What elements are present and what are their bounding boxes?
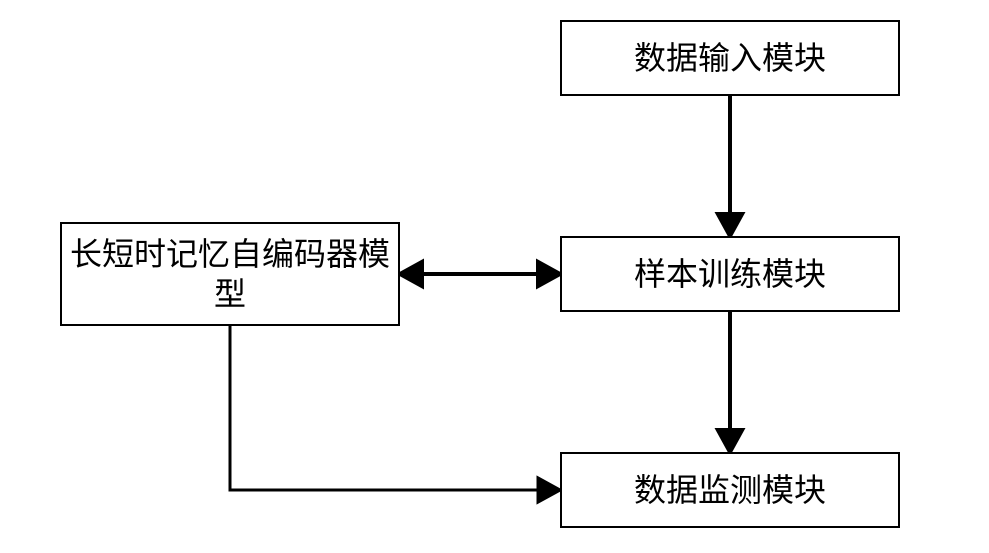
- diagram-canvas: 数据输入模块 样本训练模块 数据监测模块 长短时记忆自编码器模型: [0, 0, 989, 553]
- node-label: 数据输入模块: [634, 38, 826, 78]
- node-lstm-autoencoder-model: 长短时记忆自编码器模型: [60, 222, 400, 326]
- node-data-input-module: 数据输入模块: [560, 20, 900, 96]
- node-data-detection-module: 数据监测模块: [560, 452, 900, 528]
- node-label: 数据监测模块: [634, 470, 826, 510]
- node-label: 样本训练模块: [634, 254, 826, 294]
- node-label: 长短时记忆自编码器模型: [70, 234, 390, 314]
- node-sample-training-module: 样本训练模块: [560, 236, 900, 312]
